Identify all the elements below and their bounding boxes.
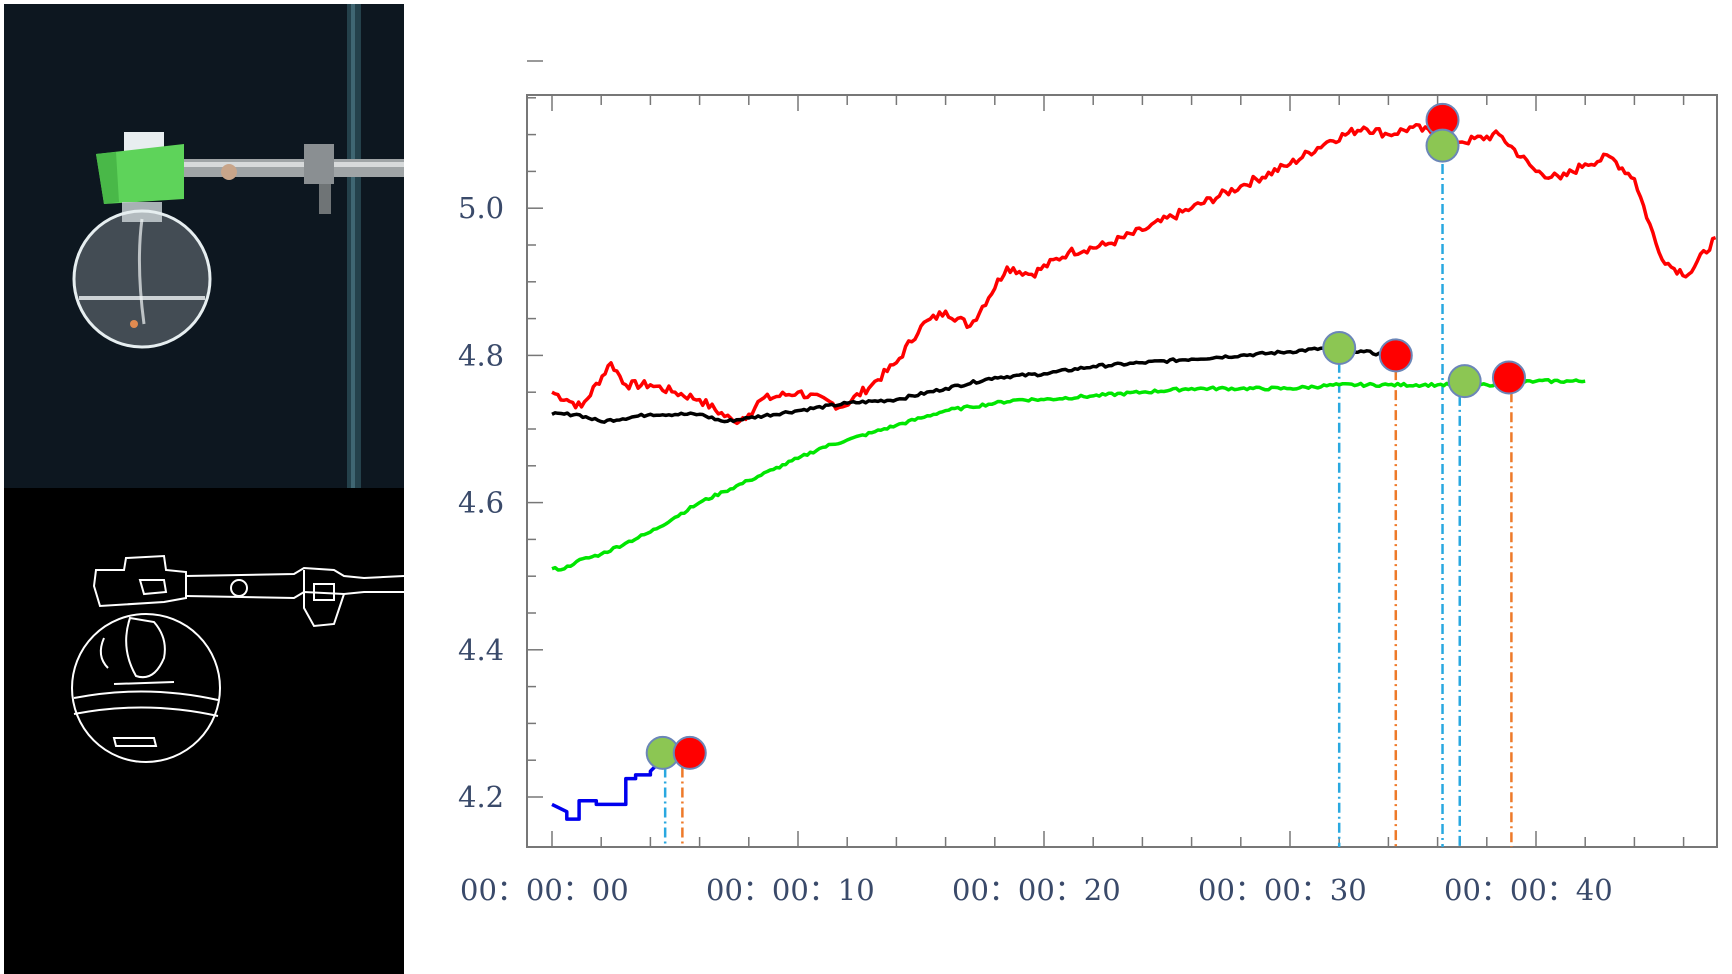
edge-outline-icon [4, 488, 404, 974]
drop-lines [663, 164, 1513, 847]
y-axis-labels: 4.2 4.4 4.6 4.8 5.0 [458, 191, 504, 814]
series-lines [551, 122, 1717, 821]
flask-photo [4, 4, 404, 488]
red-marker [672, 735, 707, 770]
flask-photo-icon [4, 4, 404, 488]
green-marker [1322, 331, 1357, 366]
minor-ticks [527, 60, 1685, 847]
plot-frame [526, 94, 1718, 848]
x-tick-label: 00：00：40 [1444, 873, 1613, 907]
y-tick-label: 5.0 [458, 191, 504, 225]
y-tick-label: 4.2 [458, 780, 504, 814]
series-line [551, 345, 1389, 424]
x-tick-label: 00：00：20 [952, 873, 1121, 907]
green-marker [1447, 364, 1482, 399]
y-tick-label: 4.6 [458, 486, 504, 520]
x-tick-label: 00：00：10 [706, 873, 875, 907]
series-line [551, 378, 1586, 572]
green-marker [1425, 128, 1460, 163]
edge-detection-image [4, 488, 404, 974]
y-tick-label: 4.4 [458, 633, 504, 667]
y-tick-label: 4.8 [458, 338, 504, 372]
series-line [551, 752, 665, 821]
markers [645, 102, 1526, 770]
x-axis-labels: 00：00：00 00：00：10 00：00：20 00：00：30 00：00：40 [460, 873, 1613, 907]
x-tick-label: 00：00：30 [1198, 873, 1367, 907]
red-marker [1491, 360, 1526, 395]
red-marker [1378, 338, 1413, 373]
x-tick-label: 00：00：00 [460, 873, 629, 907]
